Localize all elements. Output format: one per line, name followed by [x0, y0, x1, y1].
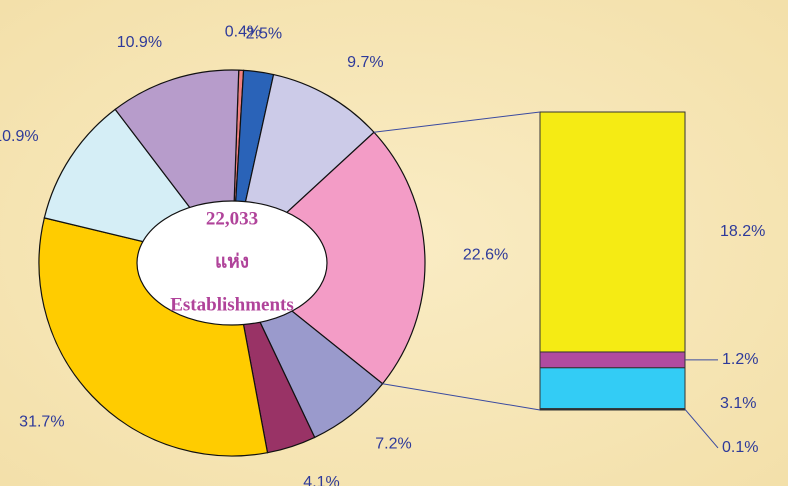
plot: 0.4%2.5% 9.7% 22.6% 7.2% 4.1% 31.7% 10.9% 10.9%…: [0, 23, 765, 486]
slice-label: 31.7%: [19, 413, 64, 430]
slice-label: 0.4%: [225, 23, 261, 40]
slice-label: 10.9%: [0, 128, 39, 145]
breakout-bar-segment: [539, 111, 686, 353]
connector-line: [382, 383, 541, 411]
breakout-label: 3.1%: [720, 395, 756, 412]
slice-label: 2.5%: [246, 25, 282, 42]
donut-slice: [231, 131, 426, 385]
breakout-bar-segment: [539, 408, 686, 411]
center-text: Establishments: [170, 294, 294, 315]
center-text: 22,033: [206, 208, 258, 229]
leader-line: [684, 409, 719, 449]
breakout-bar-segment: [539, 351, 686, 369]
slice-label: 7.2%: [375, 435, 411, 452]
breakout-label: 0.1%: [722, 439, 758, 456]
breakout-label: 18.2%: [720, 223, 765, 240]
slice-label: 4.1%: [303, 474, 339, 486]
slice-label: 10.9%: [117, 34, 162, 51]
slice-label: 22.6%: [463, 246, 508, 263]
slice-label: 9.7%: [347, 54, 383, 71]
connector-line: [373, 111, 541, 133]
breakout-bar-segment: [539, 367, 686, 410]
breakout-label: 1.2%: [722, 351, 758, 368]
center-text: แห่ง: [215, 251, 249, 272]
center-hole: [136, 200, 328, 326]
